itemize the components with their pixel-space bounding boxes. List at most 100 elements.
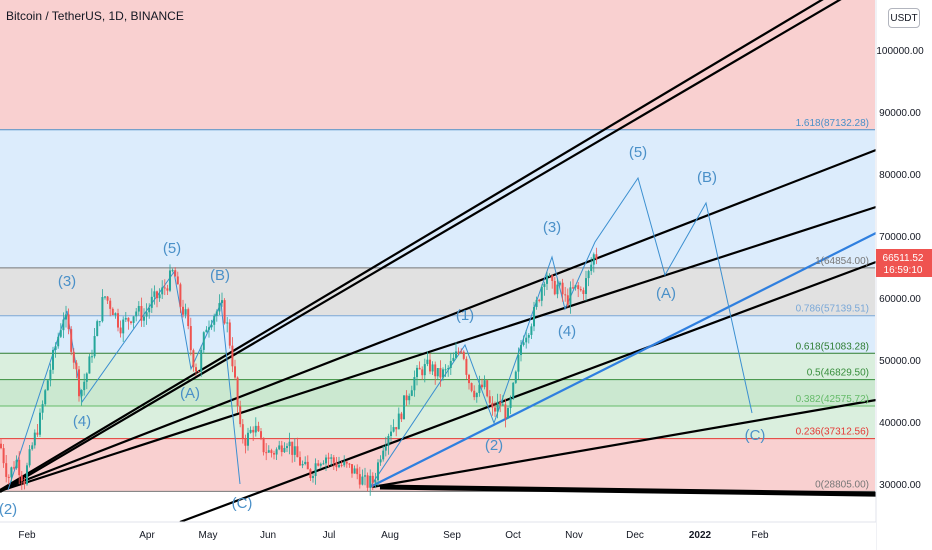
fib-label: 1.618(87132.28) bbox=[796, 118, 869, 129]
candle bbox=[65, 314, 67, 320]
y-tick-label: 80000.00 bbox=[879, 170, 921, 181]
candle bbox=[106, 296, 109, 301]
candle bbox=[468, 374, 470, 384]
candle bbox=[163, 287, 166, 289]
x-tick-label: Jun bbox=[260, 530, 276, 541]
candle bbox=[551, 275, 554, 281]
candle bbox=[582, 290, 585, 294]
wave-label: (3) bbox=[58, 273, 76, 290]
fib-label: 1(64854.00) bbox=[815, 256, 869, 267]
trendline bbox=[0, 148, 877, 492]
candle bbox=[192, 350, 195, 368]
candle bbox=[239, 406, 242, 425]
candle bbox=[561, 282, 564, 295]
candle bbox=[247, 432, 249, 446]
candle bbox=[270, 450, 273, 454]
wave-label: (C) bbox=[232, 495, 253, 512]
candle bbox=[330, 457, 333, 459]
candle bbox=[122, 319, 125, 334]
candle bbox=[20, 475, 23, 482]
wave-label: (B) bbox=[210, 267, 230, 284]
candle bbox=[579, 289, 582, 291]
candle bbox=[7, 476, 10, 478]
wave-label: (A) bbox=[180, 385, 200, 402]
candle bbox=[496, 402, 499, 412]
candle bbox=[460, 351, 463, 353]
candle bbox=[187, 309, 190, 327]
fib-zone bbox=[0, 379, 875, 407]
candle bbox=[299, 457, 301, 466]
candle bbox=[205, 329, 208, 333]
candle bbox=[44, 390, 47, 405]
candle bbox=[28, 449, 31, 466]
candle bbox=[397, 413, 400, 430]
candle bbox=[369, 475, 372, 488]
candle bbox=[67, 314, 70, 330]
candle bbox=[78, 369, 80, 397]
x-tick-label: 2022 bbox=[689, 530, 712, 541]
candle bbox=[431, 364, 434, 372]
candle bbox=[197, 371, 200, 373]
candle bbox=[478, 384, 481, 394]
candle bbox=[304, 461, 307, 464]
candle bbox=[31, 445, 34, 450]
candle bbox=[117, 313, 119, 328]
price-tag-countdown: 16:59:10 bbox=[884, 265, 923, 276]
currency-button[interactable]: USDT bbox=[888, 8, 920, 28]
candle bbox=[325, 457, 327, 464]
candle bbox=[379, 459, 382, 463]
candle bbox=[202, 332, 205, 350]
candle bbox=[145, 312, 148, 317]
candle bbox=[366, 475, 369, 488]
candle bbox=[296, 446, 299, 458]
candle bbox=[135, 311, 138, 317]
candle bbox=[301, 463, 304, 466]
candle bbox=[36, 432, 39, 435]
candle bbox=[182, 306, 184, 315]
candle bbox=[124, 317, 127, 320]
candle bbox=[462, 351, 465, 359]
candle bbox=[514, 371, 517, 383]
fib-label: 0.618(51083.28) bbox=[796, 341, 869, 352]
candle bbox=[0, 443, 2, 449]
candle bbox=[312, 476, 314, 479]
candle bbox=[278, 445, 281, 450]
candle bbox=[96, 321, 99, 337]
trendline bbox=[0, 0, 824, 491]
candle bbox=[335, 462, 338, 468]
candle bbox=[475, 393, 478, 398]
candle bbox=[499, 402, 502, 406]
candle bbox=[377, 462, 379, 481]
candle bbox=[382, 450, 385, 460]
candle bbox=[130, 321, 132, 323]
candle bbox=[327, 457, 330, 459]
fib-label: 0(28805.00) bbox=[815, 479, 869, 490]
candle bbox=[309, 469, 312, 479]
candle bbox=[234, 366, 236, 378]
candle bbox=[592, 254, 595, 265]
y-tick-label: 60000.00 bbox=[879, 294, 921, 305]
candle bbox=[83, 381, 86, 391]
candle bbox=[104, 296, 106, 298]
candle bbox=[109, 300, 112, 309]
candle bbox=[423, 364, 426, 376]
candle bbox=[530, 326, 533, 335]
candle bbox=[465, 358, 468, 375]
candle bbox=[449, 360, 452, 368]
candle bbox=[275, 449, 278, 455]
wave-label: (1) bbox=[456, 307, 474, 324]
candle bbox=[533, 307, 535, 327]
time-axis bbox=[0, 522, 876, 550]
candle bbox=[252, 429, 255, 433]
candle bbox=[57, 336, 60, 347]
candle bbox=[244, 438, 247, 446]
candle bbox=[387, 435, 390, 446]
y-tick-label: 70000.00 bbox=[879, 232, 921, 243]
x-tick-label: Apr bbox=[139, 530, 155, 541]
candle bbox=[5, 463, 8, 477]
trendline bbox=[371, 398, 877, 489]
candle bbox=[176, 276, 179, 285]
wave-label: (2) bbox=[485, 437, 503, 454]
candle bbox=[158, 294, 161, 299]
